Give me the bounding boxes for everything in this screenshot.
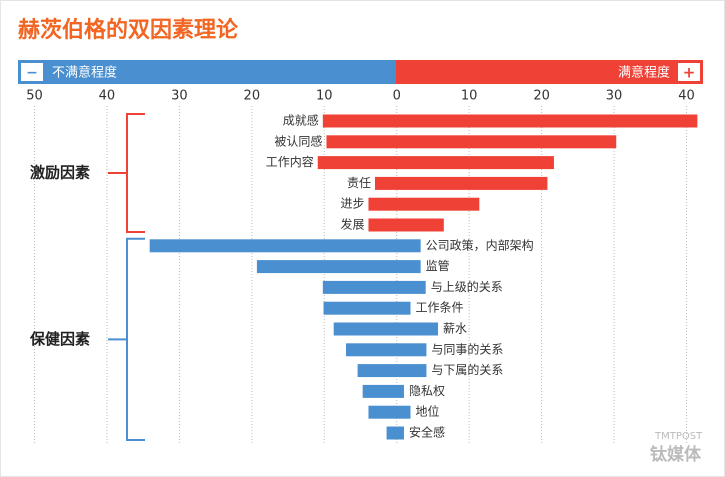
bar-label: 隐私权 [409, 384, 445, 398]
bar [362, 384, 404, 398]
bar-label: 地位 [415, 404, 439, 419]
x-tick-label: 40 [678, 89, 695, 104]
bar-label: 成就感 [283, 113, 319, 128]
bar-label: 与下属的关系 [431, 362, 503, 377]
bar [322, 114, 698, 128]
x-tick-label: 20 [244, 89, 261, 104]
bar-label: 公司政策，内部架构 [426, 237, 534, 252]
bar-label: 工作内容 [266, 154, 314, 169]
watermark-site: TMTPOST [654, 431, 703, 442]
bar-label: 责任 [347, 176, 371, 190]
group-label: 激励因素 [30, 164, 90, 182]
x-tick-label: 0 [393, 89, 401, 104]
bar [323, 301, 411, 315]
bar [322, 280, 426, 294]
header-right-label: 满意程度 [618, 65, 670, 81]
x-tick-label: 50 [26, 89, 43, 104]
bar-label: 监管 [426, 258, 450, 273]
bar [374, 176, 548, 190]
bar [149, 239, 421, 253]
plus-box [678, 63, 700, 81]
x-tick-label: 10 [316, 89, 333, 104]
watermark-brand: 钛媒体 [650, 444, 702, 465]
bar [386, 426, 404, 440]
bar [368, 405, 411, 419]
bar [256, 260, 421, 274]
bar [368, 218, 444, 232]
bar-label: 与上级的关系 [431, 279, 503, 294]
x-tick-label: 30 [171, 89, 188, 104]
bar-label: 与同事的关系 [431, 341, 503, 356]
x-tick-label: 40 [99, 89, 116, 104]
header-right [396, 60, 703, 84]
bar [317, 156, 554, 170]
bar-label: 工作条件 [415, 301, 463, 315]
minus-sign: − [26, 65, 38, 81]
bar-label: 薪水 [443, 322, 467, 336]
x-tick-label: 30 [606, 89, 623, 104]
bar [326, 135, 617, 149]
bar-label: 发展 [340, 217, 364, 232]
header-left [18, 60, 396, 84]
plus-sign: + [683, 64, 696, 82]
x-tick-label: 10 [461, 89, 478, 104]
bar-label: 进步 [340, 197, 364, 211]
group-label: 保健因素 [29, 330, 90, 348]
header-left-label: 不满意程度 [52, 65, 117, 81]
bar-label: 被认同感 [274, 133, 322, 148]
bar [368, 197, 480, 211]
x-tick-label: 20 [533, 89, 550, 104]
group-bracket [108, 113, 145, 233]
chart-title: 赫茨伯格的双因素理论 [18, 17, 239, 43]
bar [333, 322, 439, 336]
group-bracket [108, 237, 145, 441]
bar-label: 安全感 [409, 425, 445, 440]
bar [346, 343, 427, 357]
bar [357, 364, 427, 378]
minus-box [21, 63, 43, 81]
